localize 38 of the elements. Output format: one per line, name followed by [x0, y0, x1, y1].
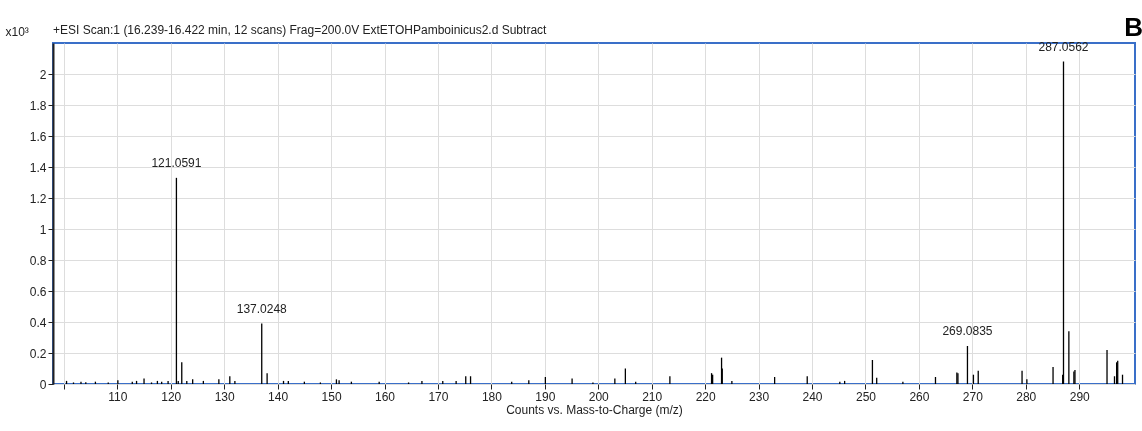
y-tick-label: 1.4 — [29, 160, 47, 175]
y-tick-label: 1.2 — [29, 191, 47, 206]
x-tick-label: 110 — [108, 389, 128, 404]
text: B — [1124, 12, 1142, 42]
annotation: 137.0248 — [236, 301, 288, 316]
x-tick-label: 140 — [268, 389, 289, 404]
y-tick-label: 0.6 — [29, 284, 47, 299]
x-tick-label: 150 — [321, 389, 342, 404]
chart-title: +ESI Scan:1 (16.239-16.422 min, 12 scans) Frag=200.0V ExtETOHPamboinicus2.d Subtract — [53, 23, 548, 37]
y-axis-title: x10³ — [5, 24, 29, 39]
x-tick-label: 220 — [695, 389, 716, 404]
x-tick-label: 160 — [375, 389, 396, 404]
x-tick-label: 180 — [481, 389, 503, 404]
x-tick-label: 120 — [161, 389, 182, 404]
x-tick-label: 260 — [909, 389, 930, 404]
y-tick-label: 1 — [39, 222, 47, 237]
y-tick-label: 2 — [39, 67, 47, 82]
y-tick-label: 0.4 — [29, 315, 47, 330]
y-tick-label: 0.8 — [29, 253, 47, 268]
y-tick-label: 1.8 — [29, 98, 47, 113]
x-tick-label: 270 — [962, 389, 984, 404]
annotation: 287.0562 — [1038, 39, 1089, 54]
x-tick-label: 130 — [214, 389, 236, 404]
x-tick-label: 190 — [535, 389, 556, 404]
x-tick-label: 280 — [1016, 389, 1037, 404]
x-tick-label: 240 — [802, 389, 823, 404]
x-tick-label: 210 — [642, 389, 663, 404]
x-tick-label: 200 — [588, 389, 610, 404]
x-tick-label: 230 — [749, 389, 770, 404]
y-tick-label: 0.2 — [29, 346, 47, 361]
annotation: 121.0591 — [151, 155, 202, 170]
y-tick-label: 1.6 — [29, 129, 47, 144]
x-tick-label: 290 — [1069, 389, 1091, 404]
annotation: 269.0835 — [942, 324, 993, 339]
y-tick-label: 0 — [39, 377, 47, 392]
x-tick-label: 170 — [428, 389, 449, 404]
x-tick-label: 250 — [855, 389, 877, 404]
x-axis-title: Counts vs. Mass-to-Charge (m/z) — [506, 402, 683, 417]
